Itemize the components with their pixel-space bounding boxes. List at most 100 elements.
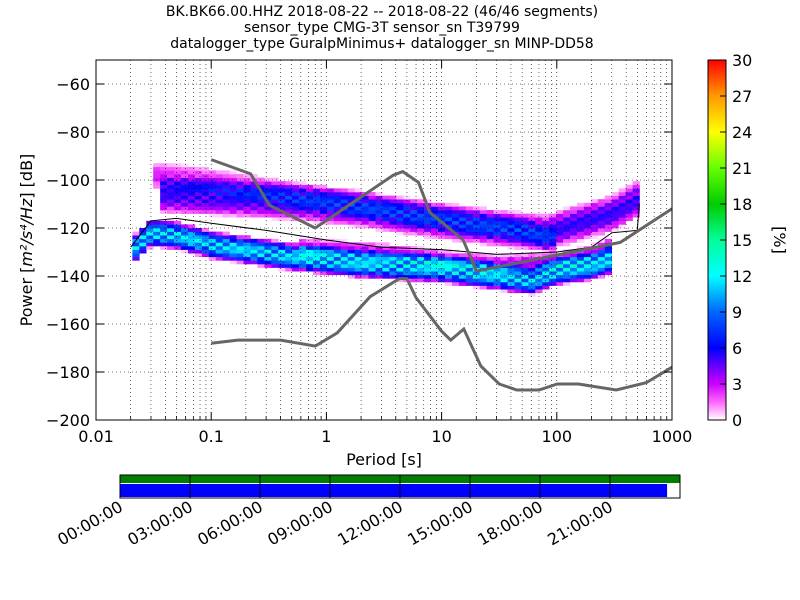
heatmap-cell	[486, 220, 494, 225]
heatmap-cell	[597, 206, 606, 211]
heatmap-cell	[167, 192, 175, 196]
heatmap-cell	[528, 292, 536, 297]
heatmap-cell	[215, 184, 223, 189]
heatmap-cell	[521, 253, 529, 258]
heatmap-cell	[500, 220, 508, 225]
heatmap-cell	[542, 246, 550, 250]
heatmap-cell	[493, 238, 501, 243]
heatmap-cell	[556, 278, 564, 283]
heatmap-cell	[354, 256, 362, 261]
heatmap-cell	[271, 192, 279, 196]
heatmap-cell	[583, 220, 592, 225]
heatmap-cell	[583, 264, 592, 268]
heatmap-cell	[590, 271, 599, 276]
heatmap-cell	[319, 260, 328, 265]
heatmap-cell	[444, 220, 453, 225]
heatmap-cell	[576, 260, 585, 265]
heatmap-cell	[632, 202, 640, 207]
heatmap-cell	[340, 249, 349, 254]
heatmap-cell	[201, 199, 210, 204]
heatmap-cell	[514, 213, 522, 218]
colorbar-tick-label: 3	[732, 375, 742, 394]
heatmap-cell	[326, 199, 335, 204]
heatmap-cell	[431, 231, 439, 236]
colorbar-tick-label: 0	[732, 411, 742, 430]
heatmap-cell	[139, 231, 147, 236]
heatmap-cell	[632, 181, 640, 186]
heatmap-cell	[174, 170, 182, 175]
heatmap-cell	[535, 271, 543, 276]
heatmap-cell	[299, 217, 307, 222]
heatmap-cell	[347, 195, 355, 200]
heatmap-cell	[180, 224, 189, 229]
heatmap-cell	[354, 264, 362, 268]
heatmap-cell	[312, 202, 321, 207]
heatmap-cell	[618, 206, 626, 211]
heatmap-cell	[180, 238, 189, 243]
heatmap-cell	[382, 224, 390, 229]
heatmap-cell	[292, 246, 300, 250]
heatmap-cell	[465, 260, 474, 265]
timeline-tick-label: 18:00:00	[474, 497, 546, 549]
heatmap-cell	[264, 206, 272, 211]
heatmap-cell	[229, 253, 237, 258]
heatmap-cell	[361, 260, 369, 265]
heatmap-cell	[299, 210, 307, 214]
heatmap-cell	[326, 192, 335, 196]
heatmap-cell	[542, 213, 550, 218]
heatmap-cell	[146, 238, 154, 243]
heatmap-cell	[396, 231, 404, 236]
heatmap-cell	[368, 253, 376, 258]
heatmap-cell	[285, 184, 293, 189]
heatmap-cell	[604, 264, 613, 268]
heatmap-cell	[410, 202, 418, 207]
heatmap-cell	[472, 220, 481, 225]
heatmap-cell	[194, 170, 203, 175]
heatmap-cell	[597, 260, 606, 265]
heatmap-cell	[604, 206, 613, 211]
heatmap-cell	[389, 274, 397, 279]
heatmap-cell	[340, 213, 349, 218]
heatmap-cell	[472, 210, 481, 214]
colorbar-tick-label: 15	[732, 231, 752, 250]
heatmap-cell	[458, 271, 467, 276]
heatmap-cell	[174, 188, 182, 193]
heatmap-cell	[458, 220, 467, 225]
heatmap-cell	[229, 181, 237, 186]
heatmap-cell	[326, 220, 335, 225]
heatmap-cell	[521, 246, 529, 250]
heatmap-cell	[180, 249, 189, 254]
heatmap-cell	[535, 282, 543, 286]
heatmap-cell	[326, 253, 335, 258]
heatmap-cell	[590, 242, 599, 247]
heatmap-cell	[146, 246, 154, 250]
heatmap-cell	[438, 249, 446, 254]
heatmap-cell	[549, 271, 557, 276]
heatmap-cell	[229, 188, 237, 193]
heatmap-cell	[375, 217, 383, 222]
timeline-tick-label: 00:00:00	[54, 497, 126, 549]
heatmap-cell	[535, 253, 543, 258]
heatmap-cell	[333, 242, 342, 247]
heatmap-cell	[549, 267, 557, 272]
heatmap-cell	[201, 249, 210, 254]
heatmap-cell	[396, 210, 404, 214]
heatmap-cell	[306, 249, 314, 254]
heatmap-cell	[625, 213, 633, 218]
heatmap-cell	[458, 282, 467, 286]
heatmap-cell	[479, 242, 487, 247]
heatmap-cell	[417, 213, 425, 218]
heatmap-cell	[306, 256, 314, 261]
heatmap-cell	[208, 170, 217, 175]
heatmap-cell	[354, 202, 362, 207]
heatmap-cell	[194, 199, 203, 204]
heatmap-cell	[410, 210, 418, 214]
heatmap-cell	[312, 184, 321, 189]
heatmap-cell	[194, 210, 203, 214]
heatmap-cell	[361, 256, 369, 261]
colorbar-ticks: 0 3 6 9 12 15 18 21 24 27 30	[720, 51, 752, 430]
heatmap-cell	[319, 271, 328, 276]
heatmap-cell	[312, 264, 321, 268]
heatmap-cell	[583, 271, 592, 276]
heatmap-cell	[319, 195, 328, 200]
